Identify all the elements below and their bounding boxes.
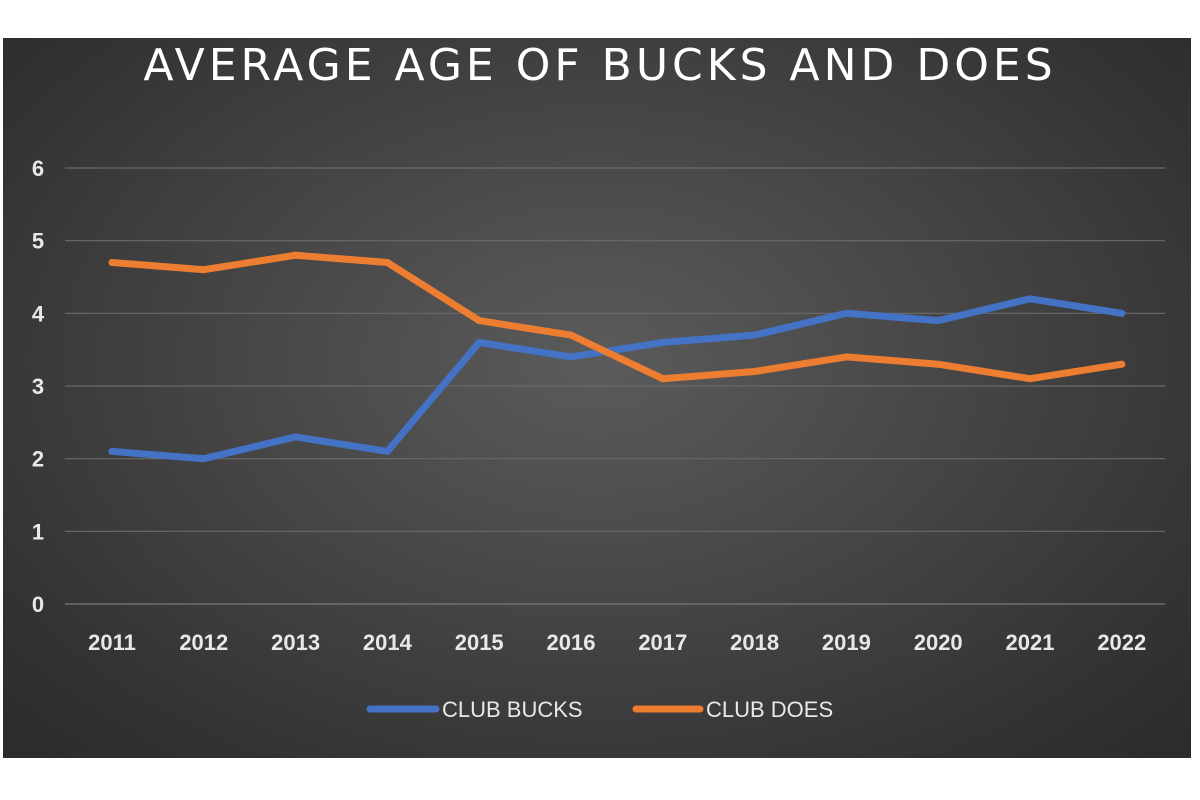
data-point xyxy=(475,338,483,346)
y-tick-label: 4 xyxy=(32,301,45,326)
data-point xyxy=(842,353,850,361)
data-point xyxy=(383,447,391,455)
data-point xyxy=(475,317,483,325)
x-tick-label: 2021 xyxy=(1006,630,1055,655)
x-tick-label: 2011 xyxy=(88,630,136,655)
data-point xyxy=(1118,360,1126,368)
data-point xyxy=(383,258,391,266)
x-tick-label: 2019 xyxy=(822,630,871,655)
chart-title: AVERAGE AGE OF BUCKS AND DOES xyxy=(143,40,1057,91)
data-point xyxy=(108,447,116,455)
data-point xyxy=(842,309,850,317)
data-point xyxy=(751,331,759,339)
x-tick-label: 2022 xyxy=(1097,630,1146,655)
data-point xyxy=(1026,295,1034,303)
x-tick-label: 2020 xyxy=(914,630,963,655)
data-point xyxy=(1118,309,1126,317)
y-tick-label: 2 xyxy=(32,447,44,472)
x-tick-label: 2015 xyxy=(455,630,504,655)
y-tick-label: 0 xyxy=(32,592,44,617)
data-point xyxy=(108,258,116,266)
y-tick-label: 6 xyxy=(32,156,44,181)
legend-label: CLUB BUCKS xyxy=(442,697,583,722)
data-point xyxy=(1026,375,1034,383)
data-point xyxy=(934,360,942,368)
y-tick-label: 5 xyxy=(32,229,44,254)
x-tick-label: 2017 xyxy=(638,630,687,655)
data-point xyxy=(292,251,300,259)
x-tick-label: 2018 xyxy=(730,630,779,655)
data-point xyxy=(659,338,667,346)
data-point xyxy=(934,317,942,325)
data-point xyxy=(567,353,575,361)
y-tick-label: 3 xyxy=(32,374,44,399)
x-tick-label: 2016 xyxy=(547,630,596,655)
x-tick-label: 2012 xyxy=(179,630,228,655)
series-line-club-does xyxy=(108,251,1126,383)
x-tick-label: 2014 xyxy=(363,630,413,655)
legend-label: CLUB DOES xyxy=(706,697,833,722)
y-tick-label: 1 xyxy=(32,519,44,544)
data-point xyxy=(567,331,575,339)
data-point xyxy=(659,375,667,383)
chart-background xyxy=(3,38,1191,758)
data-point xyxy=(200,266,208,274)
data-point xyxy=(200,455,208,463)
series-line-club-bucks xyxy=(108,295,1126,463)
x-tick-label: 2013 xyxy=(271,630,320,655)
data-point xyxy=(292,433,300,441)
data-point xyxy=(751,367,759,375)
